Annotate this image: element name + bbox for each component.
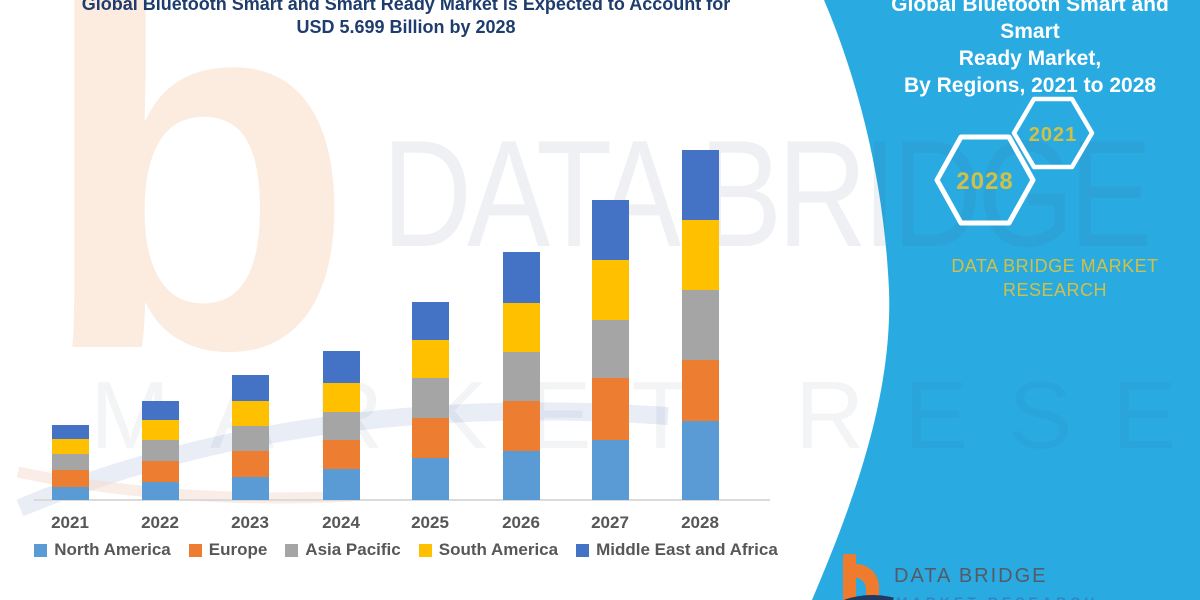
- stacked-bar-2026: [502, 252, 540, 500]
- data-bridge-b-watermark-icon: b: [38, 0, 356, 458]
- legend-item-middle-east-and-africa: Middle East and Africa: [576, 540, 778, 560]
- hexagon-2021-label: 2021: [1029, 124, 1078, 146]
- x-axis-label-2022: 2022: [141, 513, 179, 532]
- chart-title-line1: Global Bluetooth Smart and Smart Ready M…: [81, 0, 731, 14]
- x-axis-label-2021: 2021: [51, 513, 89, 532]
- stacked-bar-2024: [322, 351, 360, 500]
- bar-segment-middle-east-and-africa: [681, 150, 719, 221]
- legend-label: South America: [438, 540, 559, 559]
- bar-segment-middle-east-and-africa: [411, 302, 449, 341]
- bar-segment-middle-east-and-africa: [51, 425, 89, 440]
- legend-swatch-icon: [576, 543, 590, 557]
- legend-label: Middle East and Africa: [596, 540, 778, 559]
- bar-segment-middle-east-and-africa: [141, 400, 179, 420]
- bar-segment-north-america: [411, 458, 449, 500]
- bar-segment-north-america: [51, 486, 89, 500]
- x-axis-label-2026: 2026: [502, 513, 540, 532]
- bar-segment-north-america: [591, 439, 629, 500]
- bar-segment-south-america: [502, 303, 540, 352]
- bar-segment-south-america: [411, 340, 449, 379]
- stacked-bar-2022: [141, 400, 179, 500]
- x-axis-label-2027: 2027: [591, 513, 629, 532]
- bar-segment-middle-east-and-africa: [231, 375, 269, 401]
- bar-segment-europe: [322, 440, 360, 470]
- stacked-bar-2027: [591, 199, 629, 500]
- legend-swatch-icon: [418, 543, 432, 557]
- bar-segment-asia-pacific: [51, 453, 89, 470]
- bar-segment-south-america: [681, 220, 719, 291]
- bar-segment-europe: [502, 401, 540, 451]
- x-axis-label-2025: 2025: [411, 513, 449, 532]
- bar-segment-middle-east-and-africa: [502, 252, 540, 304]
- bar-segment-south-america: [141, 419, 179, 441]
- x-axis-line: [34, 499, 770, 501]
- bar-segment-europe: [411, 418, 449, 459]
- bar-segment-asia-pacific: [411, 378, 449, 419]
- bar-segment-north-america: [322, 469, 360, 500]
- stacked-bar-2023: [231, 375, 269, 500]
- legend-item-europe: Europe: [188, 540, 268, 560]
- bar-segment-asia-pacific: [591, 320, 629, 378]
- watermark-text-line2: MARKET RESEARCH: [90, 362, 1200, 469]
- x-axis-label-2023: 2023: [231, 513, 269, 532]
- chart-title-line2: USD 5.699 Billion by 2028: [296, 17, 516, 37]
- legend-item-south-america: South America: [418, 540, 559, 560]
- hexagon-2028-icon: [934, 134, 1036, 226]
- bar-segment-north-america: [502, 450, 540, 500]
- legend-swatch-icon: [285, 543, 299, 557]
- stacked-bar-plot: [51, 150, 719, 500]
- bar-segment-asia-pacific: [322, 411, 360, 441]
- legend-item-north-america: North America: [34, 540, 171, 560]
- side-panel-title-line1: Global Bluetooth Smart and Smart: [891, 0, 1169, 43]
- stacked-bar-2021: [51, 425, 89, 500]
- bar-segment-south-america: [231, 400, 269, 426]
- bar-segment-asia-pacific: [502, 351, 540, 402]
- legend-label: North America: [54, 540, 171, 559]
- legend-label: Asia Pacific: [305, 540, 401, 559]
- chart-title: Global Bluetooth Smart and Smart Ready M…: [0, 0, 812, 39]
- stacked-bar-2028: [681, 150, 719, 500]
- bar-segment-south-america: [591, 259, 629, 321]
- bar-segment-asia-pacific: [141, 440, 179, 462]
- bar-segment-north-america: [141, 481, 179, 500]
- brand-text-line2: RESEARCH: [1002, 280, 1108, 300]
- hexagon-2028-label: 2028: [956, 168, 1013, 195]
- bar-segment-europe: [51, 469, 89, 487]
- hexagon-2021-icon: [1011, 96, 1095, 170]
- side-panel-title-line2: Ready Market,: [958, 47, 1102, 70]
- bar-segment-europe: [141, 461, 179, 482]
- bar-segment-europe: [231, 450, 269, 477]
- legend-label: Europe: [208, 540, 268, 559]
- data-bridge-logo-icon: [843, 554, 894, 600]
- bar-segment-europe: [681, 360, 719, 422]
- bar-segment-south-america: [322, 382, 360, 412]
- bar-segment-north-america: [231, 476, 269, 500]
- side-panel-title: Global Bluetooth Smart and Smart Ready M…: [870, 0, 1190, 99]
- bar-segment-south-america: [51, 439, 89, 454]
- bar-segment-europe: [591, 377, 629, 440]
- legend-swatch-icon: [34, 543, 48, 557]
- bar-segment-middle-east-and-africa: [591, 199, 629, 260]
- stacked-bar-2025: [411, 302, 449, 500]
- legend-item-asia-pacific: Asia Pacific: [285, 540, 401, 560]
- side-panel-title-line3: By Regions, 2021 to 2028: [903, 74, 1157, 97]
- bar-segment-asia-pacific: [681, 290, 719, 361]
- legend-swatch-icon: [188, 543, 202, 557]
- x-axis-label-2024: 2024: [322, 513, 360, 532]
- bar-segment-middle-east-and-africa: [322, 351, 360, 383]
- x-axis-labels: 2021 2022 2023 2024 2025 2026 2027 2028: [0, 513, 810, 533]
- bar-segment-north-america: [681, 421, 719, 500]
- footer-logo-name: DATA BRIDGE: [894, 565, 1048, 587]
- x-axis-label-2028: 2028: [681, 513, 719, 532]
- side-panel-brand-text: DATA BRIDGE MARKET RESEARCH: [900, 254, 1200, 302]
- brand-text-line1: DATA BRIDGE MARKET: [951, 256, 1159, 276]
- chart-legend: North America Europe Asia Pacific South Ame…: [0, 540, 812, 560]
- bar-segment-asia-pacific: [231, 425, 269, 451]
- side-panel-shape: [812, 0, 1200, 600]
- footer-logo-subtitle: MARKET RESEARCH: [896, 594, 1098, 600]
